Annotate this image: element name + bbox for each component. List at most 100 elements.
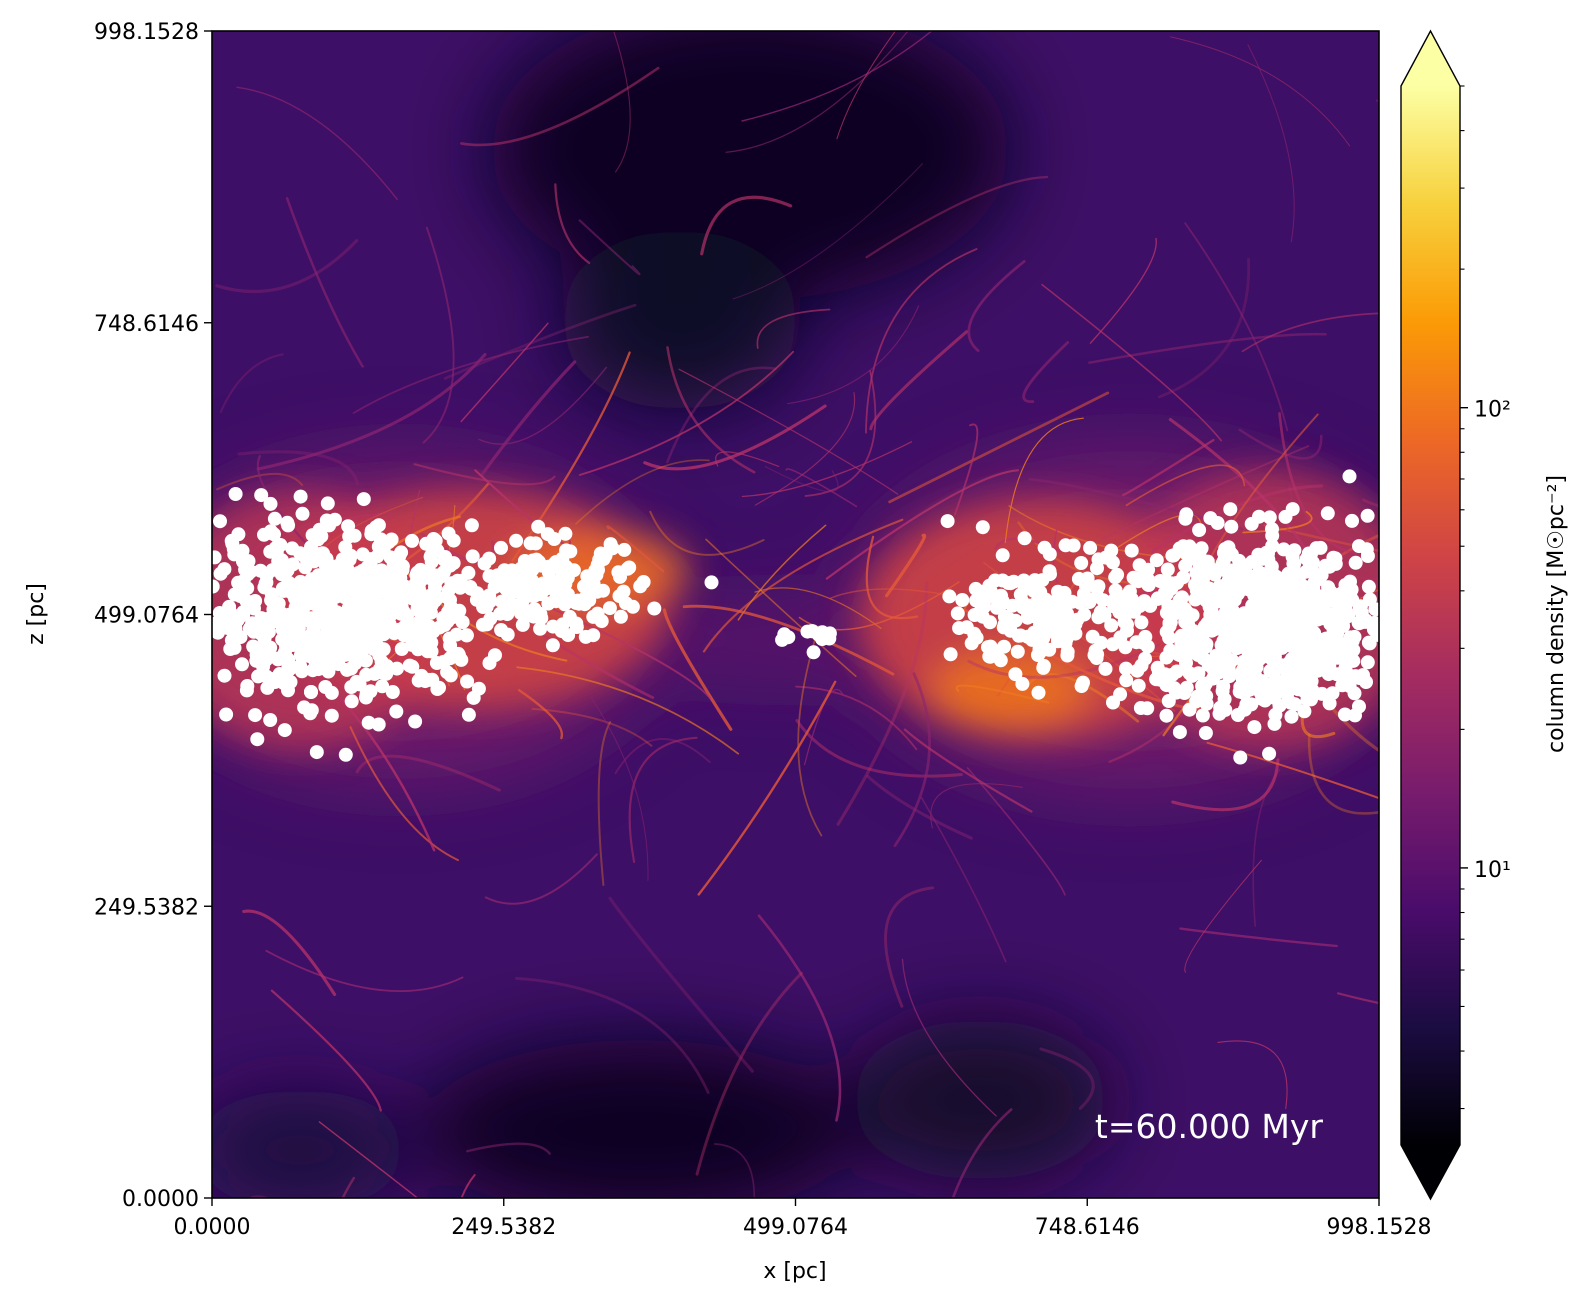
star-particle: [304, 540, 318, 555]
star-particle: [1108, 570, 1123, 585]
x-axis: 0.0000 249.5382 499.0764 748.6146 998.1528: [174, 1198, 1431, 1240]
gas-filament: [732, 163, 924, 300]
colorbar-label: column density [M☉pc⁻²]: [1544, 475, 1569, 753]
star-particle: [344, 583, 358, 598]
star-particle: [395, 559, 410, 574]
star-particle: [515, 617, 530, 632]
low-density-voids: [212, 31, 1110, 1198]
star-particle: [1262, 510, 1277, 525]
star-particle: [1314, 636, 1329, 651]
star-particle: [969, 630, 984, 645]
star-particle: [1321, 580, 1336, 595]
gas-filament: [270, 989, 382, 1112]
star-particle: [1124, 592, 1139, 607]
star-particle: [1088, 643, 1103, 658]
star-particle: [421, 672, 436, 687]
star-particle: [259, 568, 274, 583]
star-particle: [1083, 540, 1098, 555]
star-particle: [1149, 553, 1164, 568]
star-particle: [236, 574, 251, 588]
star-particle: [822, 631, 837, 646]
gas-filament: [930, 783, 1023, 829]
gas-filament: [517, 688, 564, 740]
star-particle: [1161, 599, 1176, 613]
gas-filament: [1338, 563, 1379, 581]
star-particle: [1199, 689, 1214, 704]
gas-filament: [237, 450, 360, 486]
star-particle: [213, 514, 227, 529]
star-particle: [545, 638, 560, 653]
gas-filament: [578, 219, 641, 276]
star-particle: [428, 533, 443, 548]
star-particle: [1235, 576, 1250, 591]
star-particle: [547, 532, 562, 546]
star-particle: [451, 646, 466, 661]
star-particle: [1254, 591, 1269, 606]
star-particle: [320, 622, 335, 637]
star-particle: [464, 518, 479, 533]
gas-filament: [1184, 222, 1289, 432]
star-particle: [1129, 635, 1144, 650]
star-particle: [1307, 625, 1322, 640]
colorbar-gradient: [1401, 86, 1460, 1145]
star-particle: [1074, 679, 1089, 694]
star-particle: [1285, 549, 1300, 564]
gas-filament: [903, 728, 1033, 813]
star-particle: [319, 606, 334, 621]
gas-filament: [737, 524, 827, 621]
star-particle: [385, 685, 400, 699]
gas-filament: [884, 886, 935, 1008]
star-particle: [531, 519, 546, 534]
star-particle: [1370, 627, 1379, 642]
colorbar-extend-min: [1401, 1145, 1460, 1199]
star-particle: [1332, 600, 1347, 615]
star-particle: [344, 680, 359, 694]
star-particle: [1131, 678, 1146, 693]
gas-filament: [700, 195, 793, 256]
time-annotation: t=60.000 Myr: [1095, 1107, 1324, 1146]
star-particle: [389, 704, 404, 719]
star-particle: [1242, 682, 1257, 697]
colorbar-tick-label: 10¹: [1474, 858, 1511, 883]
gas-filament: [1179, 927, 1338, 948]
star-particle: [1120, 617, 1134, 632]
gas-filament: [1184, 859, 1262, 973]
gas-filament: [967, 260, 1026, 352]
star-particle: [560, 587, 575, 602]
star-particle: [1096, 606, 1111, 621]
star-particle: [566, 563, 581, 578]
star-particle: [460, 674, 475, 689]
gas-filament: [1242, 510, 1313, 534]
star-particle: [1244, 697, 1259, 712]
y-tick-label: 499.0764: [94, 604, 199, 629]
star-particle: [528, 536, 543, 551]
star-particle: [1345, 513, 1359, 528]
star-particle: [1284, 606, 1299, 621]
star-particle: [1259, 545, 1274, 560]
star-particle: [1255, 568, 1270, 582]
star-particle: [212, 550, 222, 565]
star-particle: [1342, 469, 1357, 484]
gas-filament: [613, 31, 631, 173]
star-particle: [424, 635, 439, 650]
star-particle: [1104, 618, 1119, 633]
star-particle: [254, 488, 269, 503]
star-particle: [355, 613, 370, 628]
gas-filament: [643, 404, 827, 471]
star-particle: [1221, 566, 1236, 581]
star-particle: [1239, 606, 1254, 621]
star-particle: [1015, 676, 1030, 691]
gas-filament: [466, 1142, 551, 1155]
star-particle: [228, 619, 243, 634]
star-particle: [482, 551, 497, 566]
star-particle: [429, 573, 444, 588]
star-particle: [459, 628, 474, 643]
star-particle: [335, 553, 350, 567]
star-particle: [1348, 669, 1363, 684]
gas-filament: [702, 518, 904, 653]
star-particle: [356, 598, 371, 613]
star-particle: [1220, 627, 1235, 642]
star-particle: [320, 496, 335, 511]
star-particle: [405, 533, 419, 548]
star-particle: [1003, 576, 1018, 591]
